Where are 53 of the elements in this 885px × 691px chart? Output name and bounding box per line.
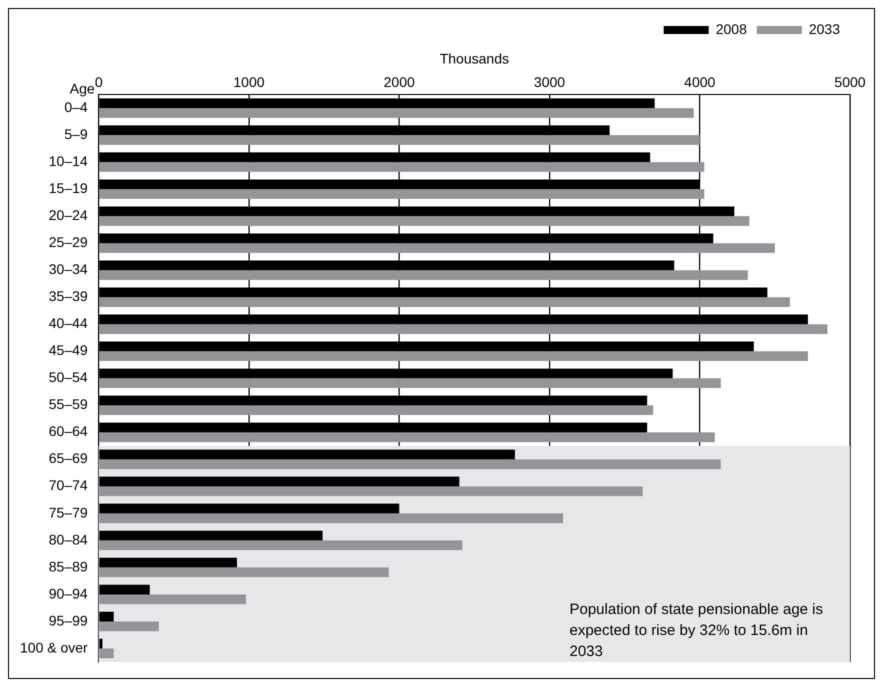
bar	[99, 378, 721, 388]
bar	[99, 297, 790, 307]
y-tick-label: 30–34	[48, 261, 88, 278]
x-axis-title: Thousands	[440, 50, 509, 66]
bar	[99, 243, 775, 253]
y-tick-label: 100 & over	[20, 639, 88, 656]
y-tick-label: 25–29	[48, 234, 88, 250]
bar	[99, 567, 389, 578]
y-tick-label: 45–49	[48, 342, 88, 358]
y-tick-label: 60–64	[48, 423, 88, 440]
bar	[99, 270, 748, 280]
y-tick-label: 15–19	[48, 180, 88, 196]
y-tick-label: 0–4	[64, 98, 88, 115]
bar	[99, 324, 828, 334]
y-tick-label: 10–14	[48, 153, 88, 170]
bar	[99, 540, 462, 550]
y-tick-label: 95–99	[48, 612, 88, 628]
y-tick-label: 20–24	[48, 207, 88, 224]
y-tick-label: 85–89	[48, 558, 88, 574]
y-tick-label: 70–74	[48, 477, 88, 494]
y-tick-label: 35–39	[48, 288, 88, 304]
bar	[99, 513, 564, 524]
x-tick-label: 2000	[384, 74, 416, 90]
x-tick-label: 4000	[684, 74, 716, 90]
band-label: Population of state pensionable age is expected to rise by 32% to 15.6m in 2033	[569, 601, 824, 660]
bar	[99, 405, 654, 416]
legend-label: 2033	[808, 20, 840, 37]
bar	[99, 486, 643, 496]
bar	[99, 216, 750, 226]
legend-label: 2008	[716, 20, 748, 37]
y-tick-label: 55–59	[48, 396, 88, 412]
bar	[99, 135, 700, 145]
y-tick-label: 65–69	[48, 450, 88, 466]
y-axis-title: Age	[70, 80, 95, 96]
x-tick-label: 3000	[534, 74, 566, 90]
x-tick-label: 5000	[834, 74, 866, 90]
x-tick-label: 1000	[233, 74, 265, 90]
bar	[99, 621, 159, 632]
bar	[99, 189, 704, 199]
y-tick-label: 5–9	[64, 126, 88, 142]
y-tick-label: 80–84	[48, 531, 88, 548]
bar	[99, 351, 808, 362]
x-tick-label: 0	[94, 74, 103, 90]
bar	[99, 108, 694, 118]
y-tick-label: 75–79	[48, 504, 88, 520]
bar	[99, 459, 721, 470]
bar	[99, 648, 114, 658]
y-tick-label: 90–94	[48, 585, 88, 602]
bar	[99, 162, 704, 172]
y-tick-label: 40–44	[48, 315, 88, 332]
bar	[99, 432, 715, 442]
y-tick-label: 50–54	[48, 369, 88, 386]
bar	[99, 594, 246, 604]
